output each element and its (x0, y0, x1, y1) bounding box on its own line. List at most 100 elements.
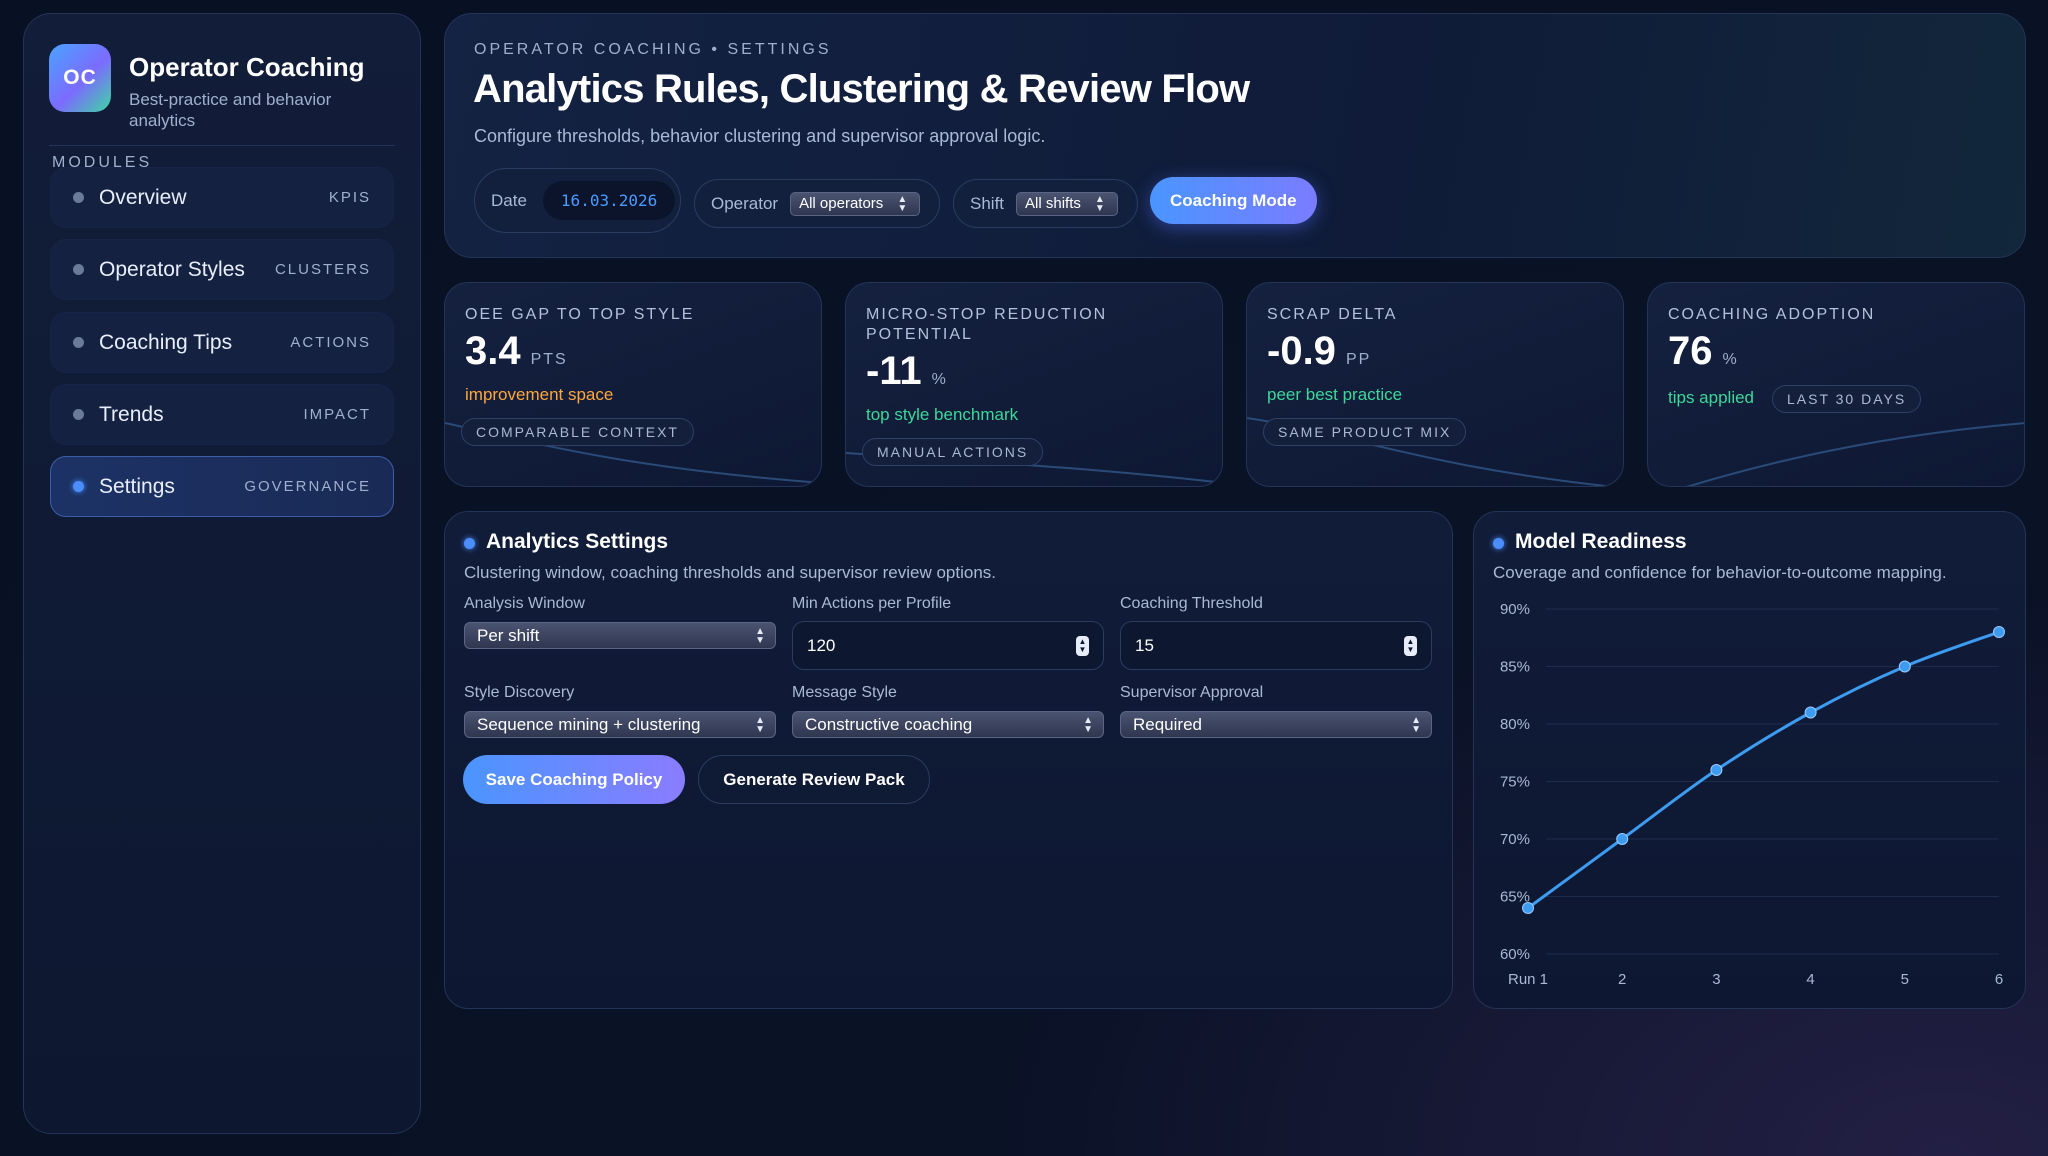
supervisor-approval-select[interactable]: Required ▲ ▼ (1120, 711, 1432, 738)
chart-data-point[interactable] (1616, 833, 1629, 845)
kpi-card-coaching-adoption: COACHING ADOPTION 76% tips applied LAST … (1647, 282, 2025, 487)
coaching-threshold-input[interactable]: 15 ▲ ▼ (1120, 621, 1432, 670)
select-value: Constructive coaching (805, 714, 973, 734)
kpi-value-number: -0.9 (1267, 329, 1336, 373)
sidebar-item-overview[interactable]: Overview KPIS (50, 167, 394, 228)
page-header: OPERATOR COACHING • SETTINGS Analytics R… (444, 13, 2026, 258)
chart-y-tick-label: 90% (1500, 601, 1530, 618)
kpi-label: MICRO-STOP REDUCTION POTENTIAL (866, 306, 1108, 343)
operator-label: Operator (711, 193, 779, 213)
supervisor-approval-label: Supervisor Approval (1120, 684, 1264, 701)
style-discovery-label: Style Discovery (464, 684, 575, 701)
chart-x-tick-label: 2 (1618, 971, 1626, 988)
chart-data-point[interactable] (1522, 902, 1534, 914)
kpi-unit: PTS (530, 351, 568, 368)
chart-x-tick-label: 3 (1712, 971, 1720, 988)
kpi-label: COACHING ADOPTION (1668, 306, 1876, 323)
generate-review-pack-button[interactable]: Generate Review Pack (698, 755, 930, 804)
stepper-icon[interactable]: ▲ ▼ (1076, 635, 1089, 656)
select-arrows-icon: ▲ ▼ (897, 193, 908, 214)
select-value: Per shift (477, 625, 540, 645)
chart-data-point[interactable] (1710, 764, 1723, 776)
panel-dot-icon (464, 538, 475, 549)
operator-filter[interactable]: Operator All operators ▲ ▼ (694, 179, 940, 228)
kpi-note: peer best practice (1267, 385, 1403, 404)
style-discovery-select[interactable]: Sequence mining + clustering ▲ ▼ (464, 711, 776, 738)
sidebar-item-settings[interactable]: Settings GOVERNANCE (50, 456, 394, 517)
stepper-icon[interactable]: ▲ ▼ (1404, 635, 1417, 656)
date-filter[interactable]: Date 16.03.2026 (474, 168, 681, 233)
chart-x-tick-label: 4 (1806, 971, 1814, 988)
sidebar-item-label: Settings (99, 474, 175, 498)
sidebar-divider (49, 145, 395, 146)
panel-title: Analytics Settings (486, 530, 669, 553)
sidebar-item-tag: ACTIONS (290, 334, 371, 351)
chart-data-point[interactable] (1993, 626, 2005, 638)
min-actions-label: Min Actions per Profile (792, 595, 952, 612)
kpi-value: -11% (866, 349, 948, 394)
sidebar-item-coaching-tips[interactable]: Coaching Tips ACTIONS (50, 312, 394, 373)
nav-dot-icon (73, 264, 84, 275)
nav-dot-icon (73, 409, 84, 420)
select-arrows-icon: ▲ ▼ (755, 625, 765, 646)
kpi-sparkline (1686, 422, 2024, 486)
chart-data-point[interactable] (1898, 660, 1911, 673)
chart-y-tick-label: 60% (1500, 946, 1530, 963)
sidebar-item-tag: CLUSTERS (274, 261, 371, 278)
coaching-mode-button[interactable]: Coaching Mode (1150, 177, 1317, 224)
panel-title: Model Readiness (1515, 530, 1687, 553)
sidebar-item-trends[interactable]: Trends IMPACT (50, 384, 394, 445)
sidebar-item-label: Coaching Tips (99, 330, 233, 354)
save-coaching-policy-button[interactable]: Save Coaching Policy (463, 755, 685, 804)
operator-select-value: All operators (799, 195, 884, 212)
sidebar-item-operator-styles[interactable]: Operator Styles CLUSTERS (50, 239, 394, 300)
panel-subtitle: Coverage and confidence for behavior-to-… (1493, 563, 1947, 582)
min-actions-input[interactable]: 120 ▲ ▼ (792, 621, 1104, 670)
analysis-window-select[interactable]: Per shift ▲ ▼ (464, 622, 776, 649)
shift-filter[interactable]: Shift All shifts ▲ ▼ (953, 179, 1138, 228)
kpi-card-scrap-delta: SCRAP DELTA -0.9 PP peer best practice SA… (1246, 282, 1624, 487)
brand: OC Operator Coaching Best-practice and b… (49, 44, 369, 131)
kpi-unit: PP (1345, 351, 1372, 368)
readiness-line-chart: 90% 85% 80% 75% 70% 65% 60% Run 1 2 3 4 5 6 (1500, 601, 2005, 988)
chart-y-tick-label: 80% (1500, 716, 1530, 733)
message-style-select[interactable]: Constructive coaching ▲ ▼ (792, 711, 1104, 738)
chart-x-tick-label: Run 1 (1508, 971, 1548, 988)
shift-select[interactable]: All shifts ▲ ▼ (1016, 191, 1118, 216)
kpi-value-number: -11 (866, 349, 922, 393)
kpi-badge: COMPARABLE CONTEXT (461, 418, 694, 446)
kpi-label: SCRAP DELTA (1267, 306, 1398, 323)
operator-select[interactable]: All operators ▲ ▼ (790, 191, 921, 216)
sidebar: OC Operator Coaching Best-practice and b… (23, 13, 421, 1134)
kpi-value: 3.4 PTS (465, 329, 568, 374)
kpi-label: OEE GAP TO TOP STYLE (465, 306, 695, 323)
page-title: Analytics Rules, Clustering & Review Flo… (473, 67, 1250, 111)
select-value: Required (1133, 714, 1202, 734)
kpi-note: top style benchmark (866, 405, 1019, 424)
kpi-value: 76% (1668, 329, 1739, 374)
chart-x-tick-label: 5 (1901, 971, 1909, 988)
sidebar-item-tag: GOVERNANCE (244, 478, 371, 495)
panel-subtitle: Clustering window, coaching thresholds a… (464, 563, 997, 582)
chart-series-line (1527, 630, 2000, 910)
date-label: Date (491, 190, 527, 210)
chart-data-point[interactable] (1804, 706, 1817, 719)
nav-dot-icon (73, 337, 84, 348)
chart-y-tick-label: 75% (1500, 774, 1530, 791)
kpi-note: tips applied (1668, 388, 1755, 407)
kpi-unit: % (1722, 351, 1739, 368)
sidebar-item-tag: KPIS (328, 189, 371, 206)
kpi-value-number: 3.4 (465, 329, 521, 373)
select-arrows-icon: ▲ ▼ (1411, 714, 1421, 735)
select-arrows-icon: ▲ ▼ (1094, 193, 1105, 214)
kpi-badge: MANUAL ACTIONS (862, 438, 1044, 466)
select-arrows-icon: ▲ ▼ (755, 714, 765, 735)
input-value: 120 (807, 635, 836, 655)
chart-y-tick-label: 65% (1500, 889, 1530, 906)
kpi-badge: SAME PRODUCT MIX (1263, 418, 1467, 446)
app-logo: OC (49, 44, 111, 112)
date-input[interactable]: 16.03.2026 (542, 181, 676, 220)
nav-dot-icon (73, 481, 84, 492)
sidebar-item-tag: IMPACT (303, 406, 371, 423)
kpi-card-oee-gap: OEE GAP TO TOP STYLE 3.4 PTS improvement … (444, 282, 822, 487)
